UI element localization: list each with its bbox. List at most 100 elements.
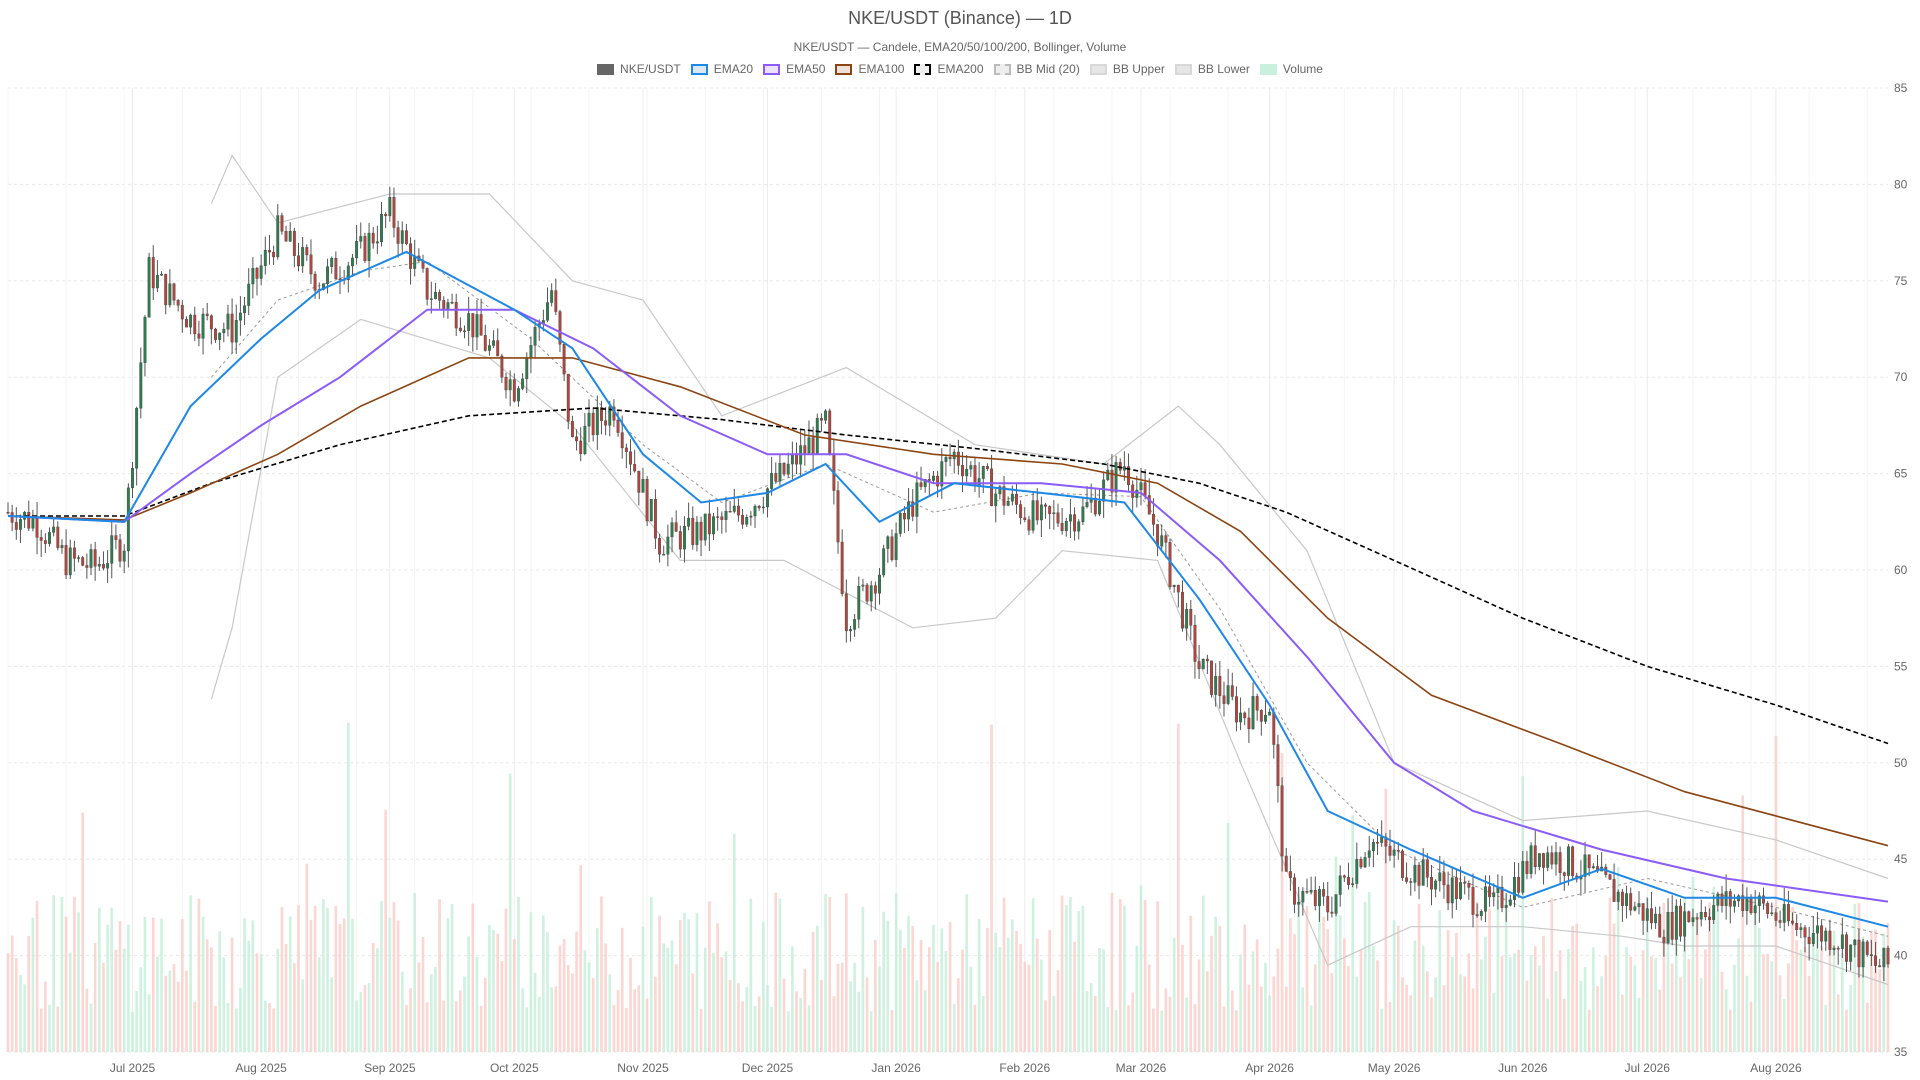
candle-body	[1106, 469, 1110, 481]
candle-body	[803, 445, 807, 454]
volume-bar	[1359, 950, 1363, 1052]
volume-bar	[1749, 1001, 1753, 1052]
x-tick-label: May 2026	[1368, 1061, 1421, 1075]
candle-body	[604, 420, 608, 426]
candle-body	[1878, 965, 1882, 968]
volume-bar	[446, 918, 450, 1052]
candle-body	[1438, 872, 1442, 882]
candle-body	[1363, 857, 1367, 868]
candle-body	[475, 314, 479, 338]
legend-item[interactable]: NKE/USDT	[597, 62, 681, 76]
volume-bar	[1276, 948, 1280, 1052]
x-tick-label: Jul 2026	[1625, 1061, 1671, 1075]
candle-body	[168, 283, 172, 306]
legend-item[interactable]: BB Lower	[1174, 62, 1250, 76]
candle-body	[160, 273, 163, 276]
candle-body	[782, 463, 786, 475]
candle-body	[944, 457, 948, 462]
volume-bar	[600, 896, 603, 1052]
candle-body	[1077, 521, 1081, 532]
candle-body	[1587, 854, 1591, 869]
candle-body	[396, 227, 400, 244]
volume-bar	[1878, 969, 1882, 1052]
candle-body	[1475, 914, 1479, 916]
volume-bar	[180, 919, 184, 1052]
legend-item[interactable]: BB Mid (20)	[993, 62, 1080, 76]
volume-bar	[687, 919, 690, 1052]
candle-body	[1102, 479, 1106, 502]
candle-body	[1849, 944, 1853, 962]
volume-bar	[1210, 935, 1213, 1052]
candle-body	[434, 292, 437, 299]
candle-body	[956, 451, 960, 466]
candle-body	[43, 540, 47, 544]
candle-body	[463, 330, 466, 332]
volume-bar	[1160, 1010, 1164, 1052]
volume-bar	[1529, 955, 1533, 1052]
candle-body	[882, 548, 886, 576]
volume-bar	[309, 919, 313, 1052]
candle-body	[19, 519, 22, 530]
volume-bar	[770, 1006, 773, 1052]
candle-body	[1355, 859, 1359, 884]
candle-body	[454, 302, 458, 329]
volume-bar	[562, 938, 566, 1052]
volume-bar	[1882, 933, 1886, 1052]
y-tick-label: 70	[1894, 370, 1908, 384]
legend-label: Volume	[1282, 62, 1323, 76]
volume-bar	[1147, 964, 1151, 1052]
candle-body	[608, 406, 612, 426]
candle-body	[641, 479, 645, 493]
legend-item[interactable]: BB Upper	[1089, 62, 1165, 76]
candle-body	[230, 313, 234, 343]
volume-bar	[272, 1008, 275, 1052]
candle-body	[741, 514, 745, 525]
volume-bar	[542, 915, 545, 1052]
candle-body	[853, 619, 857, 630]
candle-body	[102, 564, 105, 569]
candle-body	[1699, 912, 1703, 920]
volume-bar	[1554, 971, 1558, 1052]
volume-bar	[52, 895, 55, 1052]
legend-label: BB Lower	[1197, 62, 1250, 76]
candle-body	[915, 482, 919, 517]
volume-bar	[1758, 928, 1761, 1052]
candle-body	[562, 344, 566, 375]
legend-item[interactable]: EMA20	[690, 62, 753, 76]
y-tick-label: 75	[1894, 274, 1908, 288]
volume-bar	[1471, 988, 1475, 1052]
legend-item[interactable]: EMA100	[835, 62, 904, 76]
candle-body	[1218, 676, 1222, 696]
legend-item[interactable]: Volume	[1259, 62, 1323, 76]
volume-bar	[1172, 937, 1176, 1052]
candle-body	[89, 549, 93, 568]
volume-bar	[1654, 958, 1657, 1052]
candle-body	[1716, 893, 1720, 906]
candle-body	[1085, 502, 1089, 507]
volume-bar	[1064, 905, 1068, 1052]
candle-body	[1513, 877, 1516, 901]
candle-body	[1695, 917, 1699, 920]
legend-label: BB Upper	[1112, 62, 1165, 76]
volume-bar	[1181, 944, 1184, 1052]
volume-bar	[903, 947, 906, 1052]
candle-body	[757, 505, 761, 509]
volume-bar	[330, 977, 334, 1052]
legend-item[interactable]: EMA50	[763, 62, 825, 76]
candle-body	[1757, 895, 1761, 906]
volume-bar	[1027, 964, 1031, 1052]
volume-bar	[334, 906, 338, 1052]
legend-swatch	[914, 63, 932, 75]
volume-bar	[35, 900, 39, 1052]
volume-bar	[998, 947, 1002, 1052]
volume-bar	[1135, 945, 1139, 1052]
candle-body	[1869, 954, 1873, 956]
volume-bar	[1430, 997, 1433, 1052]
candle-body	[1554, 852, 1558, 865]
volume-bar	[1056, 970, 1060, 1052]
candle-body	[1172, 584, 1176, 588]
candle-body	[31, 518, 35, 529]
x-tick-label: Feb 2026	[999, 1061, 1050, 1075]
volume-bar	[1733, 964, 1736, 1052]
legend-item[interactable]: EMA200	[914, 62, 984, 76]
